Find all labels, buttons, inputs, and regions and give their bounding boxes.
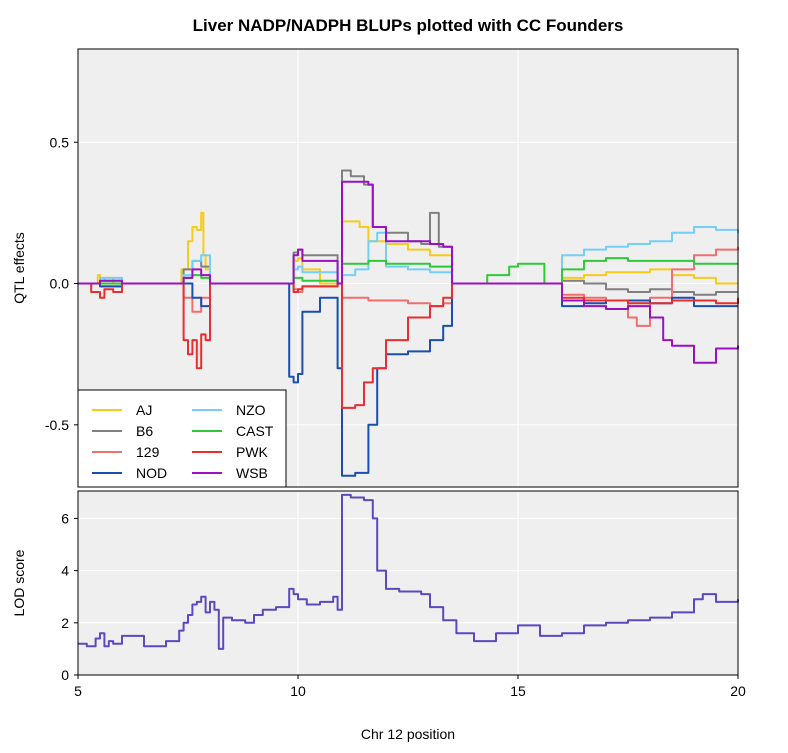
lod-panel-frame: [77, 490, 739, 676]
x-tick-label: 20: [730, 683, 746, 699]
qtl-series-group: [78, 169, 739, 477]
lod-y-tick-label: 4: [61, 563, 69, 579]
legend-label-nzo: NZO: [236, 402, 266, 418]
legend: AJ B6 129 NOD NZO CAST PWK WSB: [77, 389, 287, 488]
lod-y-tick-label: 0: [61, 667, 69, 683]
lod-y-axis-label: LOD score: [11, 549, 27, 616]
lod-y-ticks: 0 2 4 6: [61, 510, 78, 683]
x-axis-label: Chr 12 position: [361, 726, 455, 742]
lod-series-group: [78, 493, 739, 650]
x-ticks: 5 10 15 20: [74, 675, 746, 699]
legend-label-nod: NOD: [136, 465, 167, 481]
legend-label-wsb: WSB: [236, 465, 268, 481]
qtl-y-tick-label: -0.5: [45, 417, 69, 433]
lod-y-tick-label: 6: [61, 510, 69, 526]
series-line-b6: [78, 169, 738, 296]
qtl-y-tick-label: 0.5: [50, 134, 70, 150]
series-line-aj: [78, 211, 738, 285]
x-tick-label: 10: [290, 683, 306, 699]
legend-items: AJ B6 129 NOD NZO CAST PWK WSB: [92, 402, 274, 481]
qtl-effects-panel: -0.5 0.0 0.5 QTL effects AJ B6 129 NOD NZO CAST…: [11, 48, 739, 488]
series-line-wsb: [78, 180, 739, 364]
chart-title: Liver NADP/NADPH BLUPs plotted with CC F…: [193, 16, 624, 35]
x-tick-label: 15: [510, 683, 526, 699]
qtl-y-ticks: -0.5 0.0 0.5: [45, 134, 78, 433]
lod-y-tick-label: 2: [61, 615, 69, 631]
series-line-cast: [78, 257, 738, 285]
qtl-panel-frame: [77, 48, 739, 488]
lod-score-line: [78, 493, 739, 650]
qtl-y-tick-label: 0.0: [50, 276, 70, 292]
legend-label-aj: AJ: [136, 402, 152, 418]
legend-label-cast: CAST: [236, 423, 274, 439]
lod-score-panel: 0 2 4 6 5 10 15 20 LOD score Chr 12 position: [11, 490, 746, 742]
legend-label-129: 129: [136, 444, 160, 460]
x-tick-label: 5: [74, 683, 82, 699]
legend-label-b6: B6: [136, 423, 153, 439]
legend-box: [77, 389, 287, 488]
legend-label-pwk: PWK: [236, 444, 269, 460]
lod-panel-background: [78, 491, 738, 675]
qtl-y-axis-label: QTL effects: [11, 232, 27, 304]
